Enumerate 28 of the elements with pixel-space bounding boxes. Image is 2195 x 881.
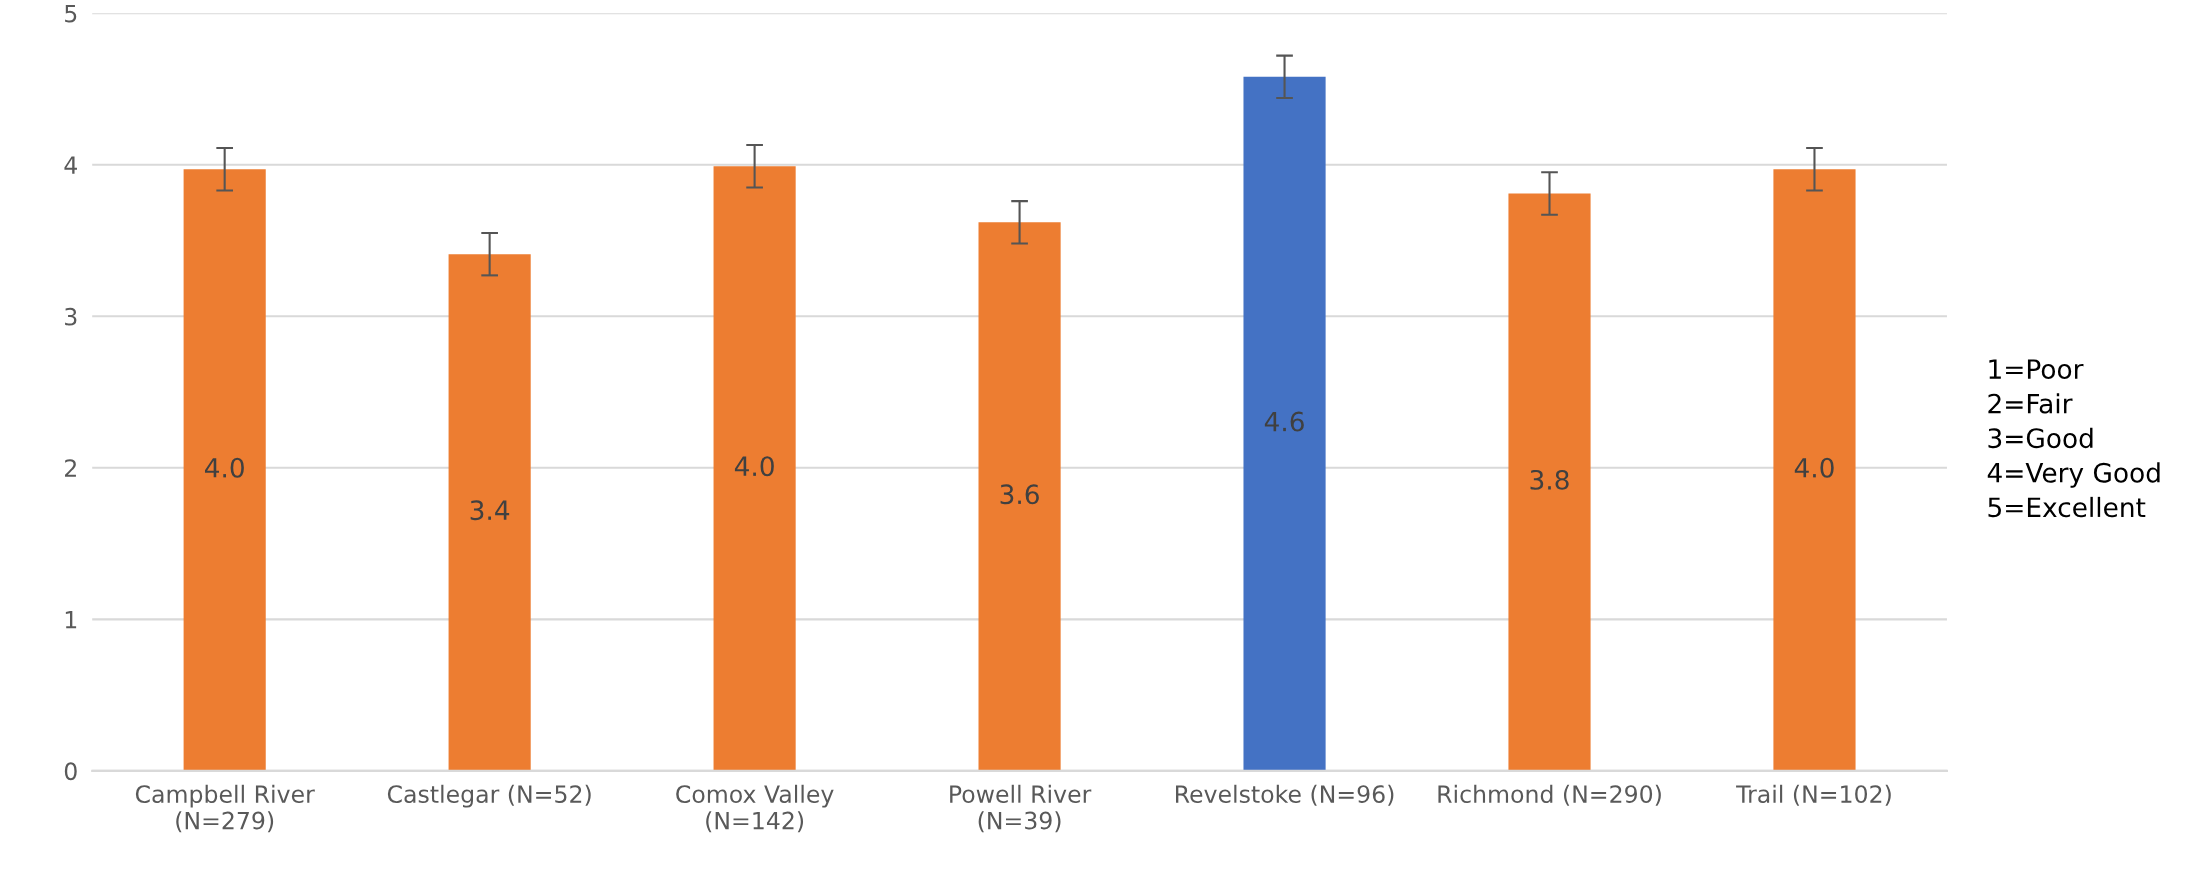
x-tick-label: Campbell River (N=279) [135,784,315,833]
y-tick-label: 0 [64,762,77,781]
bar [713,166,796,771]
bar [1508,193,1591,771]
x-tick-label: Powell River (N=39) [950,784,1092,833]
x-tick-label: Trail (N=102) [1736,784,1891,806]
bar [183,169,266,771]
data-label: 3.4 [470,500,510,521]
text: 1=Poor 2=Fair 3=Good 4=Very Good 5=Excellent [1987,359,2160,518]
bar [448,254,531,771]
x-tick-label: Richmond (N=290) [1438,784,1661,806]
x-tick-label: Revelstoke (N=96) [1176,784,1394,806]
y-tick-label: 5 [65,4,77,23]
data-label: 3.6 [1000,484,1039,505]
x-tick-label: Comox Valley (N=142) [676,784,834,833]
data-label: 4.6 [1264,411,1304,432]
data-label: 4.0 [1794,457,1834,478]
bar [1773,169,1856,771]
y-tick-label: 1 [65,611,77,629]
y-tick-label: 4 [64,156,77,174]
bar [1243,76,1326,771]
bar [978,222,1061,771]
data-label: 3.8 [1530,469,1569,490]
y-tick-label: 3 [65,307,77,326]
data-label: 4.0 [734,456,774,477]
data-label: 4.0 [204,457,244,478]
x-tick-label: Castlegar (N=52) [387,784,591,808]
y-tick-label: 2 [65,459,76,477]
